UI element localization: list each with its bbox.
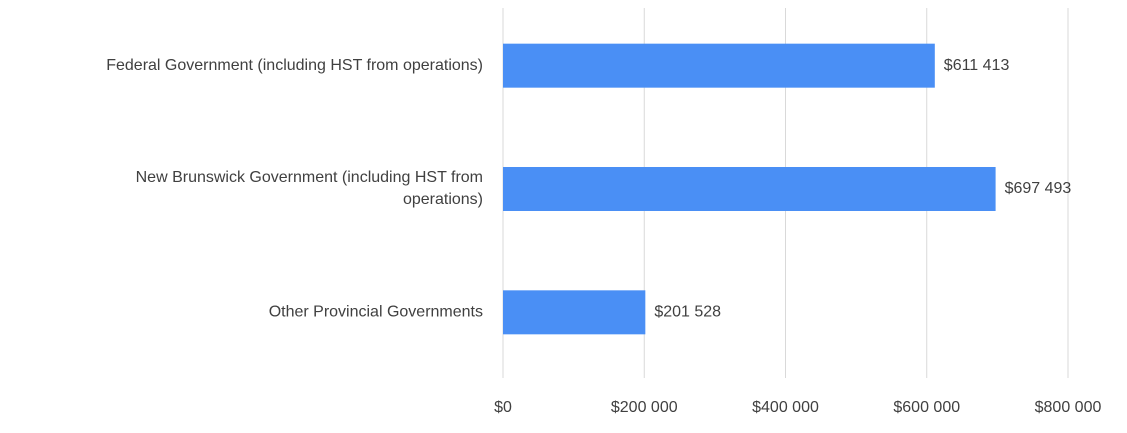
x-tick-label: $200 000: [611, 399, 678, 416]
x-tick-label: $600 000: [893, 399, 960, 416]
y-tick-label: Other Provincial Governments: [269, 304, 483, 321]
data-label: $201 528: [654, 304, 721, 321]
data-label: $697 493: [1005, 180, 1072, 197]
x-tick-label: $400 000: [752, 399, 819, 416]
data-label: $611 413: [944, 57, 1010, 74]
y-tick-label: New Brunswick Government (including HST …: [136, 169, 483, 208]
x-tick-label: $800 000: [1035, 399, 1102, 416]
x-tick-label: $0: [494, 399, 512, 416]
bar: [503, 43, 935, 88]
bar: [503, 290, 646, 335]
y-tick-label: Federal Government (including HST from o…: [106, 57, 483, 74]
bar: [503, 167, 996, 211]
